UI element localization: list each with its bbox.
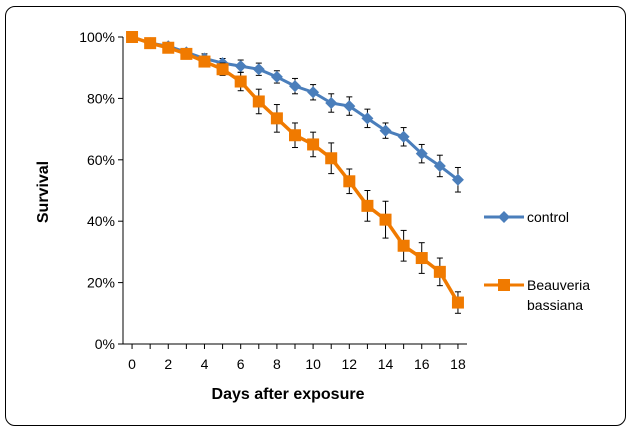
legend-label: control xyxy=(527,209,569,225)
data-point xyxy=(451,296,464,309)
x-tick-label: 12 xyxy=(342,356,358,372)
y-tick-label: 100% xyxy=(79,29,115,45)
data-point xyxy=(361,112,374,125)
series-beauveria-bassiana xyxy=(126,31,464,314)
y-tick-label: 80% xyxy=(87,90,115,106)
data-point xyxy=(415,147,428,160)
data-point xyxy=(270,70,283,83)
data-point xyxy=(270,112,283,125)
x-tick-label: 14 xyxy=(378,356,394,372)
data-point xyxy=(180,47,193,60)
data-point xyxy=(234,60,247,73)
data-point xyxy=(144,37,157,50)
y-axis-title: Survival xyxy=(35,161,52,223)
legend-item-control: control xyxy=(484,209,569,225)
data-point xyxy=(361,199,374,212)
data-point xyxy=(234,75,247,88)
y-tick-label: 20% xyxy=(87,275,115,291)
y-tick-label: 40% xyxy=(87,213,115,229)
data-point xyxy=(325,152,338,165)
x-tick-label: 8 xyxy=(273,356,281,372)
data-point xyxy=(379,213,392,226)
axes: 0% 20% 40% 60% 80% 100% 0 2 4 6 8 10 12 14 16 18 xyxy=(79,29,467,372)
data-point xyxy=(198,55,211,68)
data-point xyxy=(343,100,356,113)
data-point xyxy=(289,80,301,93)
series-control xyxy=(126,31,464,193)
data-point xyxy=(343,175,356,188)
data-point xyxy=(433,265,446,278)
x-axis-title: Days after exposure xyxy=(212,386,365,403)
x-tick-label: 4 xyxy=(201,356,209,372)
data-point xyxy=(397,239,410,252)
y-tick-label: 0% xyxy=(95,336,115,352)
survival-chart: Survival Days after exposure 0% 20% 40% 60%… xyxy=(35,29,590,403)
x-tick-label: 2 xyxy=(164,356,172,372)
series-layer xyxy=(126,31,464,314)
legend-label: bassiana xyxy=(527,297,583,313)
data-point xyxy=(451,173,464,186)
data-point xyxy=(252,63,265,76)
data-point xyxy=(307,138,320,151)
data-point xyxy=(216,63,229,76)
legend-item-beauveria-bassiana: Beauveria bassiana xyxy=(484,277,590,313)
data-point xyxy=(379,124,392,137)
x-tick-label: 16 xyxy=(414,356,430,372)
data-point xyxy=(433,159,446,172)
data-point xyxy=(307,86,320,99)
data-point xyxy=(126,31,139,43)
data-point xyxy=(162,41,175,54)
data-point xyxy=(397,130,410,143)
data-point xyxy=(289,129,301,142)
legend: control Beauveria bassiana xyxy=(484,209,590,313)
data-point xyxy=(325,97,338,110)
legend-label: Beauveria xyxy=(527,277,590,293)
series-line xyxy=(131,35,460,304)
legend-marker xyxy=(498,279,510,291)
x-tick-label: 6 xyxy=(237,356,245,372)
data-point xyxy=(415,252,428,265)
data-point xyxy=(252,95,265,108)
x-tick-label: 10 xyxy=(305,356,321,372)
x-tick-label: 18 xyxy=(450,356,466,372)
legend-marker xyxy=(498,211,510,223)
x-tick-label: 0 xyxy=(128,356,136,372)
y-tick-label: 60% xyxy=(87,152,115,168)
